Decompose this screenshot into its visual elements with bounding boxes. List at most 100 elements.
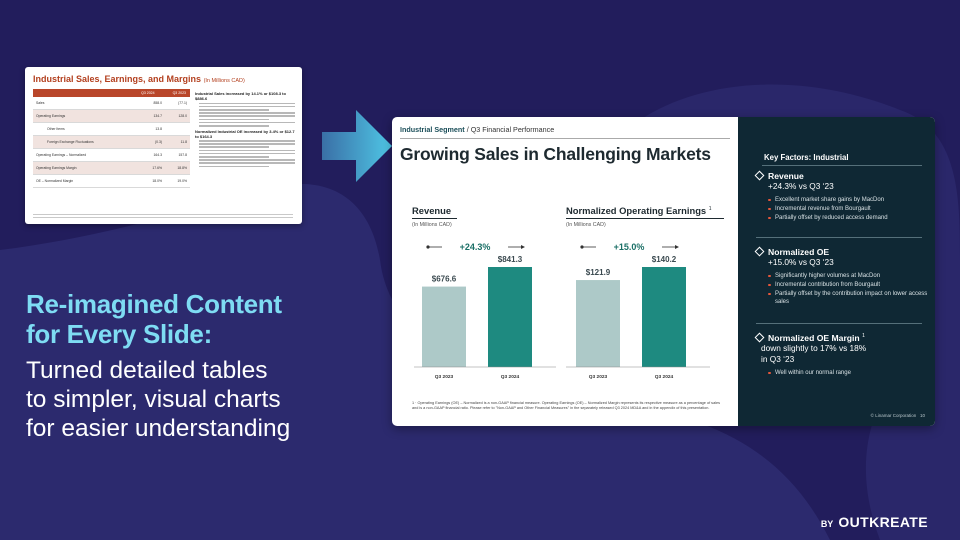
subheadline: Turned detailed tables to simpler, visua… [26,356,290,443]
chart-unit: (In Millions CAD) [566,221,606,228]
thumbnail-note-heading: Industrial Sales increased by 14.1% or $… [195,91,286,101]
thumbnail-cell: 13.8 [155,127,162,131]
arrow-head-icon [521,245,525,249]
thumbnail-row-label: Operating Earnings Margin [36,166,77,170]
normalized-oe-chart-plot: $121.9 Q3 2023 $140.2 Q3 2024 +15.0% [566,242,710,380]
chart-title: Revenue [412,205,452,216]
data-label: $121.9 [586,268,611,277]
breadcrumb: Industrial Segment / Q3 Financial Perfor… [400,125,554,134]
factor-bullet: Incremental contribution from Bourgault [768,281,928,289]
thumbnail-cell: 134.7 [153,114,163,118]
brand-name: OUTKREATE [838,514,928,530]
factor-heading: Normalized OE Margin 1 [768,333,865,343]
thumbnail-table-row: Sales 858.0 (77.1) [33,97,190,110]
footnote-marker: 1 [862,333,865,340]
slide-content: Industrial Segment / Q3 Financial Perfor… [392,117,738,426]
revenue-chart: Revenue (In Millions CAD) [412,205,552,228]
thumbnail-cell: 164.3 [153,153,163,157]
thumbnail-table: Q3 2024 Q3 2023 Sales 858.0 (77.1) Operatin… [33,89,190,188]
thumbnail-title-unit: (In Millions CAD) [203,78,245,84]
thumbnail-cell: (0.3) [155,140,162,144]
thumbnail-title: Industrial Sales, Earnings, and Margins … [33,74,245,84]
thumbnail-cell: 11.8 [180,140,187,144]
data-label: $140.2 [652,255,677,264]
thumbnail-cell: (77.1) [178,101,187,105]
factor-normalized-oe-margin: Normalized OE Margin 1 down slightly to … [754,332,928,378]
thumbnail-table-row: Foreign Exchange Fluctuations (0.3) 11.8 [33,136,190,149]
original-slide-thumbnail: Industrial Sales, Earnings, and Margins … [25,67,302,224]
tick-label: Q3 2024 [501,374,520,380]
factor-bullet: Excellent market share gains by MacDon [768,196,928,204]
bar [576,280,620,367]
thumbnail-cell: 157.8 [178,153,188,157]
thumbnail-row-label: OE – Normalized Margin [36,179,74,183]
factor-bullet: Partially offset by the contribution imp… [768,290,928,307]
factor-normalized-oe: Normalized OE +15.0% vs Q3 ‘23 Significa… [754,246,928,307]
thumbnail-table-row: Other Items 13.8 [33,123,190,136]
diamond-icon [754,332,765,343]
factor-revenue: Revenue +24.3% vs Q3 ‘23 Excellent marke… [754,170,928,223]
page-number: 10 [919,413,925,418]
bar [488,267,532,367]
factor-bullet: Well within our normal range [768,369,928,377]
subhead-line: Turned detailed tables [26,357,268,384]
diamond-icon [754,170,765,181]
factor-bullet: Partially offset by reduced access deman… [768,214,928,222]
chart-title: Normalized Operating Earnings 1 [566,205,712,216]
bar [642,267,686,367]
normalized-oe-chart: Normalized Operating Earnings 1 (In Mill… [566,205,731,228]
thumbnail-cell: 17.6% [152,166,162,170]
thumbnail-note-heading: Normalized Industrial OE increased by 3.… [195,128,295,139]
thumbnail-row-label: Operating Earnings – Normalized [36,153,87,157]
chart-unit: (In Millions CAD) [412,221,452,228]
change-label: +15.0% [614,242,645,252]
key-factors-panel: Key Factors: Industrial Revenue +24.3% v… [738,117,935,426]
headline: Re-imagined Content for Every Slide: [26,289,282,349]
data-label: $676.6 [432,275,457,284]
change-label: +24.3% [460,242,491,252]
thumbnail-row-label: Foreign Exchange Fluctuations [47,140,94,144]
thumbnail-col-header: Q3 2024 [141,91,155,95]
factor-summary: down slightly to 17% vs 18% in Q3 ‘23 [761,343,867,364]
brand-logo: BY OUTKREATE [821,514,928,530]
thumbnail-footnote-lines [33,212,293,218]
tick-label: Q3 2023 [589,374,608,380]
thumbnail-cell: 18.8% [177,166,187,170]
subhead-line: for easier understanding [26,415,291,442]
thumbnail-table-row: Operating Earnings – Normalized 164.3 157.… [33,149,190,162]
tick-label: Q3 2024 [655,374,674,380]
thumbnail-col-header: Q3 2023 [172,91,186,95]
breadcrumb-section: Industrial Segment [400,125,465,134]
key-factors-title: Key Factors: Industrial [764,153,849,162]
copyright: © Linamar Corporation 10 [870,413,925,418]
thumbnail-row-label: Sales [36,101,45,105]
slide-title: Growing Sales in Challenging Markets [400,144,711,164]
brand-by: BY [820,519,834,529]
thumbnail-notes: Industrial Sales increased by 14.1% or $… [195,89,295,168]
tick-label: Q3 2023 [435,374,454,380]
footnote: 1 · Operating Earnings (OE) – Normalized… [412,401,721,411]
thumbnail-row-label: Other Items [47,127,65,131]
bar [422,286,466,367]
thumbnail-cell: 18.0% [152,179,162,183]
arrow-head-icon [675,245,679,249]
reimagined-slide: Industrial Segment / Q3 Financial Perfor… [392,117,935,426]
headline-line: for Every Slide: [26,319,212,349]
right-arrow-icon [322,110,392,187]
data-label: $841.3 [498,255,523,264]
factor-summary: +24.3% vs Q3 ‘23 [768,181,834,191]
thumbnail-cell: 19.0% [177,179,187,183]
headline-line: Re-imagined Content [26,289,282,319]
factor-bullet: Incremental revenue from Bourgault [768,205,928,213]
thumbnail-cell: 858.0 [153,101,163,105]
breadcrumb-page: / Q3 Financial Performance [464,125,555,134]
diamond-icon [754,246,765,257]
thumbnail-table-header: Q3 2024 Q3 2023 [33,89,190,97]
factor-heading: Normalized OE [768,247,830,257]
thumbnail-cell: 128.0 [178,114,188,118]
factor-bullet: Significantly higher volumes at MacDon [768,272,928,280]
thumbnail-table-row: Operating Earnings 134.7 128.0 [33,110,190,123]
thumbnail-table-row: OE – Normalized Margin 18.0% 19.0% [33,175,190,188]
thumbnail-table-row: Operating Earnings Margin 17.6% 18.8% [33,162,190,175]
factor-heading: Revenue [768,171,804,181]
